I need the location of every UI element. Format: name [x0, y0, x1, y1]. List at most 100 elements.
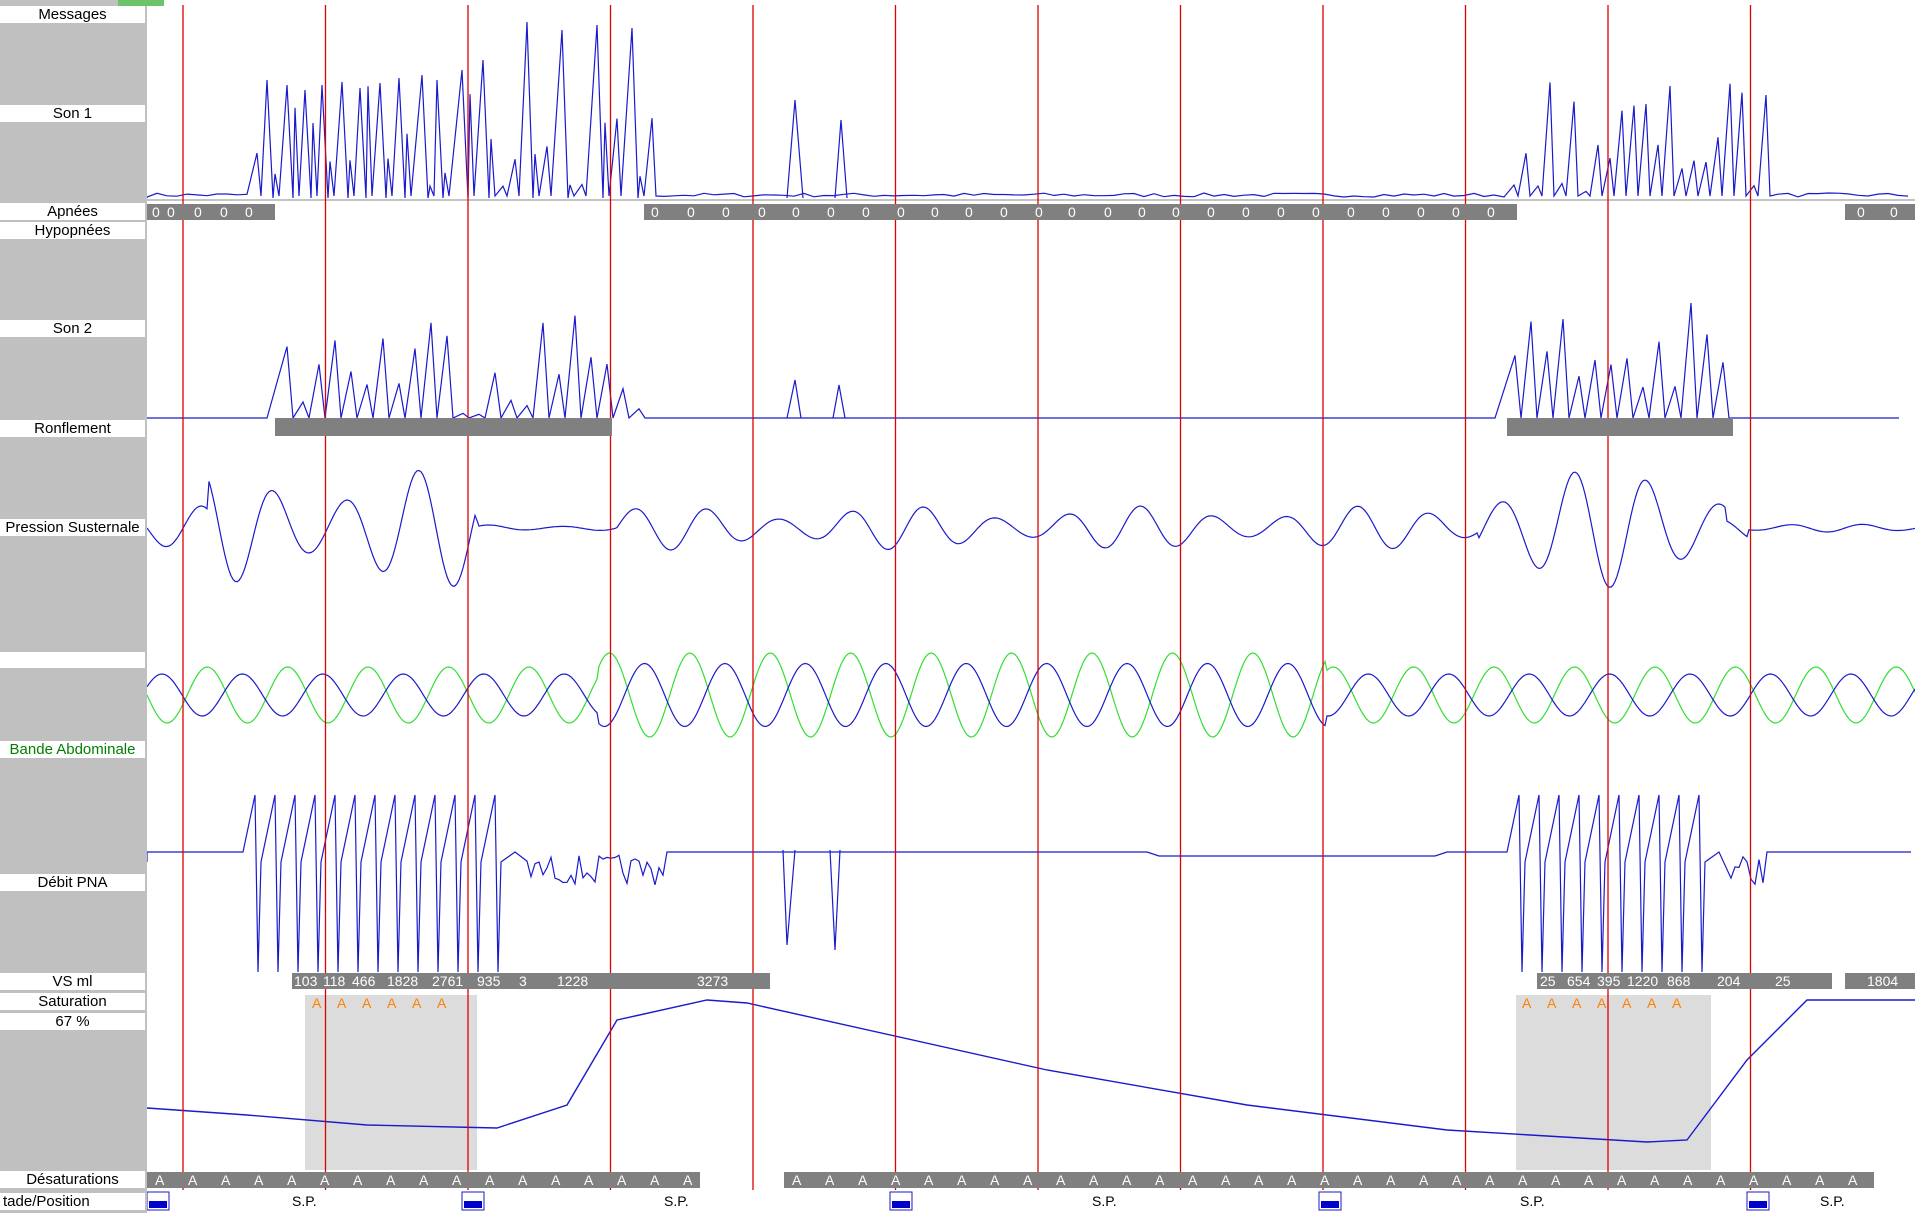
apnea-marker: 0: [792, 204, 800, 220]
snore-bar: [1507, 418, 1733, 436]
desat-marker: A: [792, 1172, 802, 1188]
channel-label-panel: Messages Son 1 Apnées Hypopnées Son 2 Ro…: [0, 0, 147, 1213]
channel-label-messages: Messages: [0, 6, 145, 23]
desat-marker: A: [518, 1172, 528, 1188]
arousal-marker: A: [1547, 995, 1557, 1011]
desat-marker: A: [1683, 1172, 1693, 1188]
son1-trace: [786, 99, 848, 199]
vs-value: 466: [352, 973, 376, 989]
apnea-marker: 0: [1104, 204, 1112, 220]
apnea-marker: 0: [1172, 204, 1180, 220]
apnea-marker: 0: [194, 204, 202, 220]
vs-value: 1228: [557, 973, 588, 989]
desat-marker: A: [254, 1172, 264, 1188]
position-icon-fill: [1749, 1201, 1767, 1208]
apnea-marker: 0: [965, 204, 973, 220]
desat-marker: A: [1287, 1172, 1297, 1188]
apnea-bar: [644, 204, 1517, 220]
desat-marker: A: [1749, 1172, 1759, 1188]
desat-marker: A: [1650, 1172, 1660, 1188]
desat-marker: A: [1353, 1172, 1363, 1188]
desat-marker: A: [1815, 1172, 1825, 1188]
desat-marker: A: [1056, 1172, 1066, 1188]
apnea-marker: 0: [1207, 204, 1215, 220]
apnea-marker: 0: [1277, 204, 1285, 220]
apnea-marker: 0: [167, 204, 175, 220]
desat-marker: A: [924, 1172, 934, 1188]
channel-label-debit: Débit PNA: [0, 874, 145, 891]
desat-marker: A: [1584, 1172, 1594, 1188]
desat-marker: A: [891, 1172, 901, 1188]
desat-marker: A: [287, 1172, 297, 1188]
vs-value: 25: [1540, 973, 1556, 989]
apnea-bar: [147, 204, 275, 220]
apnea-marker: 0: [1857, 204, 1865, 220]
desat-marker: A: [1122, 1172, 1132, 1188]
arousal-marker: A: [1647, 995, 1657, 1011]
position-icon-fill: [1321, 1201, 1339, 1208]
channel-label-ronflement: Ronflement: [0, 420, 145, 437]
arousal-marker: A: [437, 995, 447, 1011]
son1-trace: [147, 21, 1909, 199]
desat-marker: A: [1419, 1172, 1429, 1188]
vs-value: 2761: [432, 973, 463, 989]
vs-value: 1828: [387, 973, 418, 989]
vs-value: 103: [294, 973, 318, 989]
apnea-marker: 0: [1312, 204, 1320, 220]
desat-marker: A: [155, 1172, 165, 1188]
apnea-marker: 0: [1068, 204, 1076, 220]
arousal-marker: A: [1572, 995, 1582, 1011]
apnea-marker: 0: [651, 204, 659, 220]
arousal-marker: A: [362, 995, 372, 1011]
desat-marker: A: [683, 1172, 693, 1188]
apnea-marker: 0: [1452, 204, 1460, 220]
channel-label-vs: VS ml: [0, 973, 145, 990]
vs-value: 828: [777, 973, 801, 989]
desat-marker: A: [1386, 1172, 1396, 1188]
channel-label-apnees: Apnées: [0, 203, 145, 220]
apnea-marker: 0: [1000, 204, 1008, 220]
desat-marker: A: [551, 1172, 561, 1188]
desat-marker: A: [452, 1172, 462, 1188]
bande-blue-trace: [147, 662, 1915, 728]
epoch-lines: [182, 5, 1752, 1190]
desat-marker: A: [858, 1172, 868, 1188]
apnea-marker: 0: [687, 204, 695, 220]
desat-marker: A: [386, 1172, 396, 1188]
stade-label: S.P.: [1092, 1193, 1117, 1209]
desat-marker: A: [1452, 1172, 1462, 1188]
apnea-marker: 0: [1347, 204, 1355, 220]
position-icon-fill: [149, 1201, 167, 1208]
vs-value: 868: [1667, 973, 1691, 989]
apnea-marker: 0: [220, 204, 228, 220]
vs-value: 204: [1717, 973, 1741, 989]
position-icon-fill: [464, 1201, 482, 1208]
channel-label-separator: [0, 652, 145, 668]
vs-value: 1220: [1627, 973, 1658, 989]
desat-marker: A: [957, 1172, 967, 1188]
channel-label-stade: tade/Position: [0, 1193, 145, 1210]
vs-value: 25: [1775, 973, 1791, 989]
desat-marker: A: [1155, 1172, 1165, 1188]
snore-bar: [275, 418, 612, 436]
vs-bar: [1845, 973, 1915, 989]
apnea-marker: 0: [1242, 204, 1250, 220]
desat-marker: A: [353, 1172, 363, 1188]
arousal-marker: A: [1597, 995, 1607, 1011]
vs-bar: [1537, 973, 1832, 989]
desat-marker: A: [188, 1172, 198, 1188]
desat-marker: A: [584, 1172, 594, 1188]
desat-marker: A: [419, 1172, 429, 1188]
arousal-marker: A: [1672, 995, 1682, 1011]
vs-bar: [292, 973, 770, 989]
desat-marker: A: [1782, 1172, 1792, 1188]
arousal-marker: A: [412, 995, 422, 1011]
desat-marker: A: [1551, 1172, 1561, 1188]
arousal-marker: A: [1622, 995, 1632, 1011]
apnea-marker: 0: [1035, 204, 1043, 220]
bande-green-trace: [147, 652, 1915, 738]
desat-marker: A: [1089, 1172, 1099, 1188]
apnea-marker: 0: [152, 204, 160, 220]
arousal-marker: A: [312, 995, 322, 1011]
